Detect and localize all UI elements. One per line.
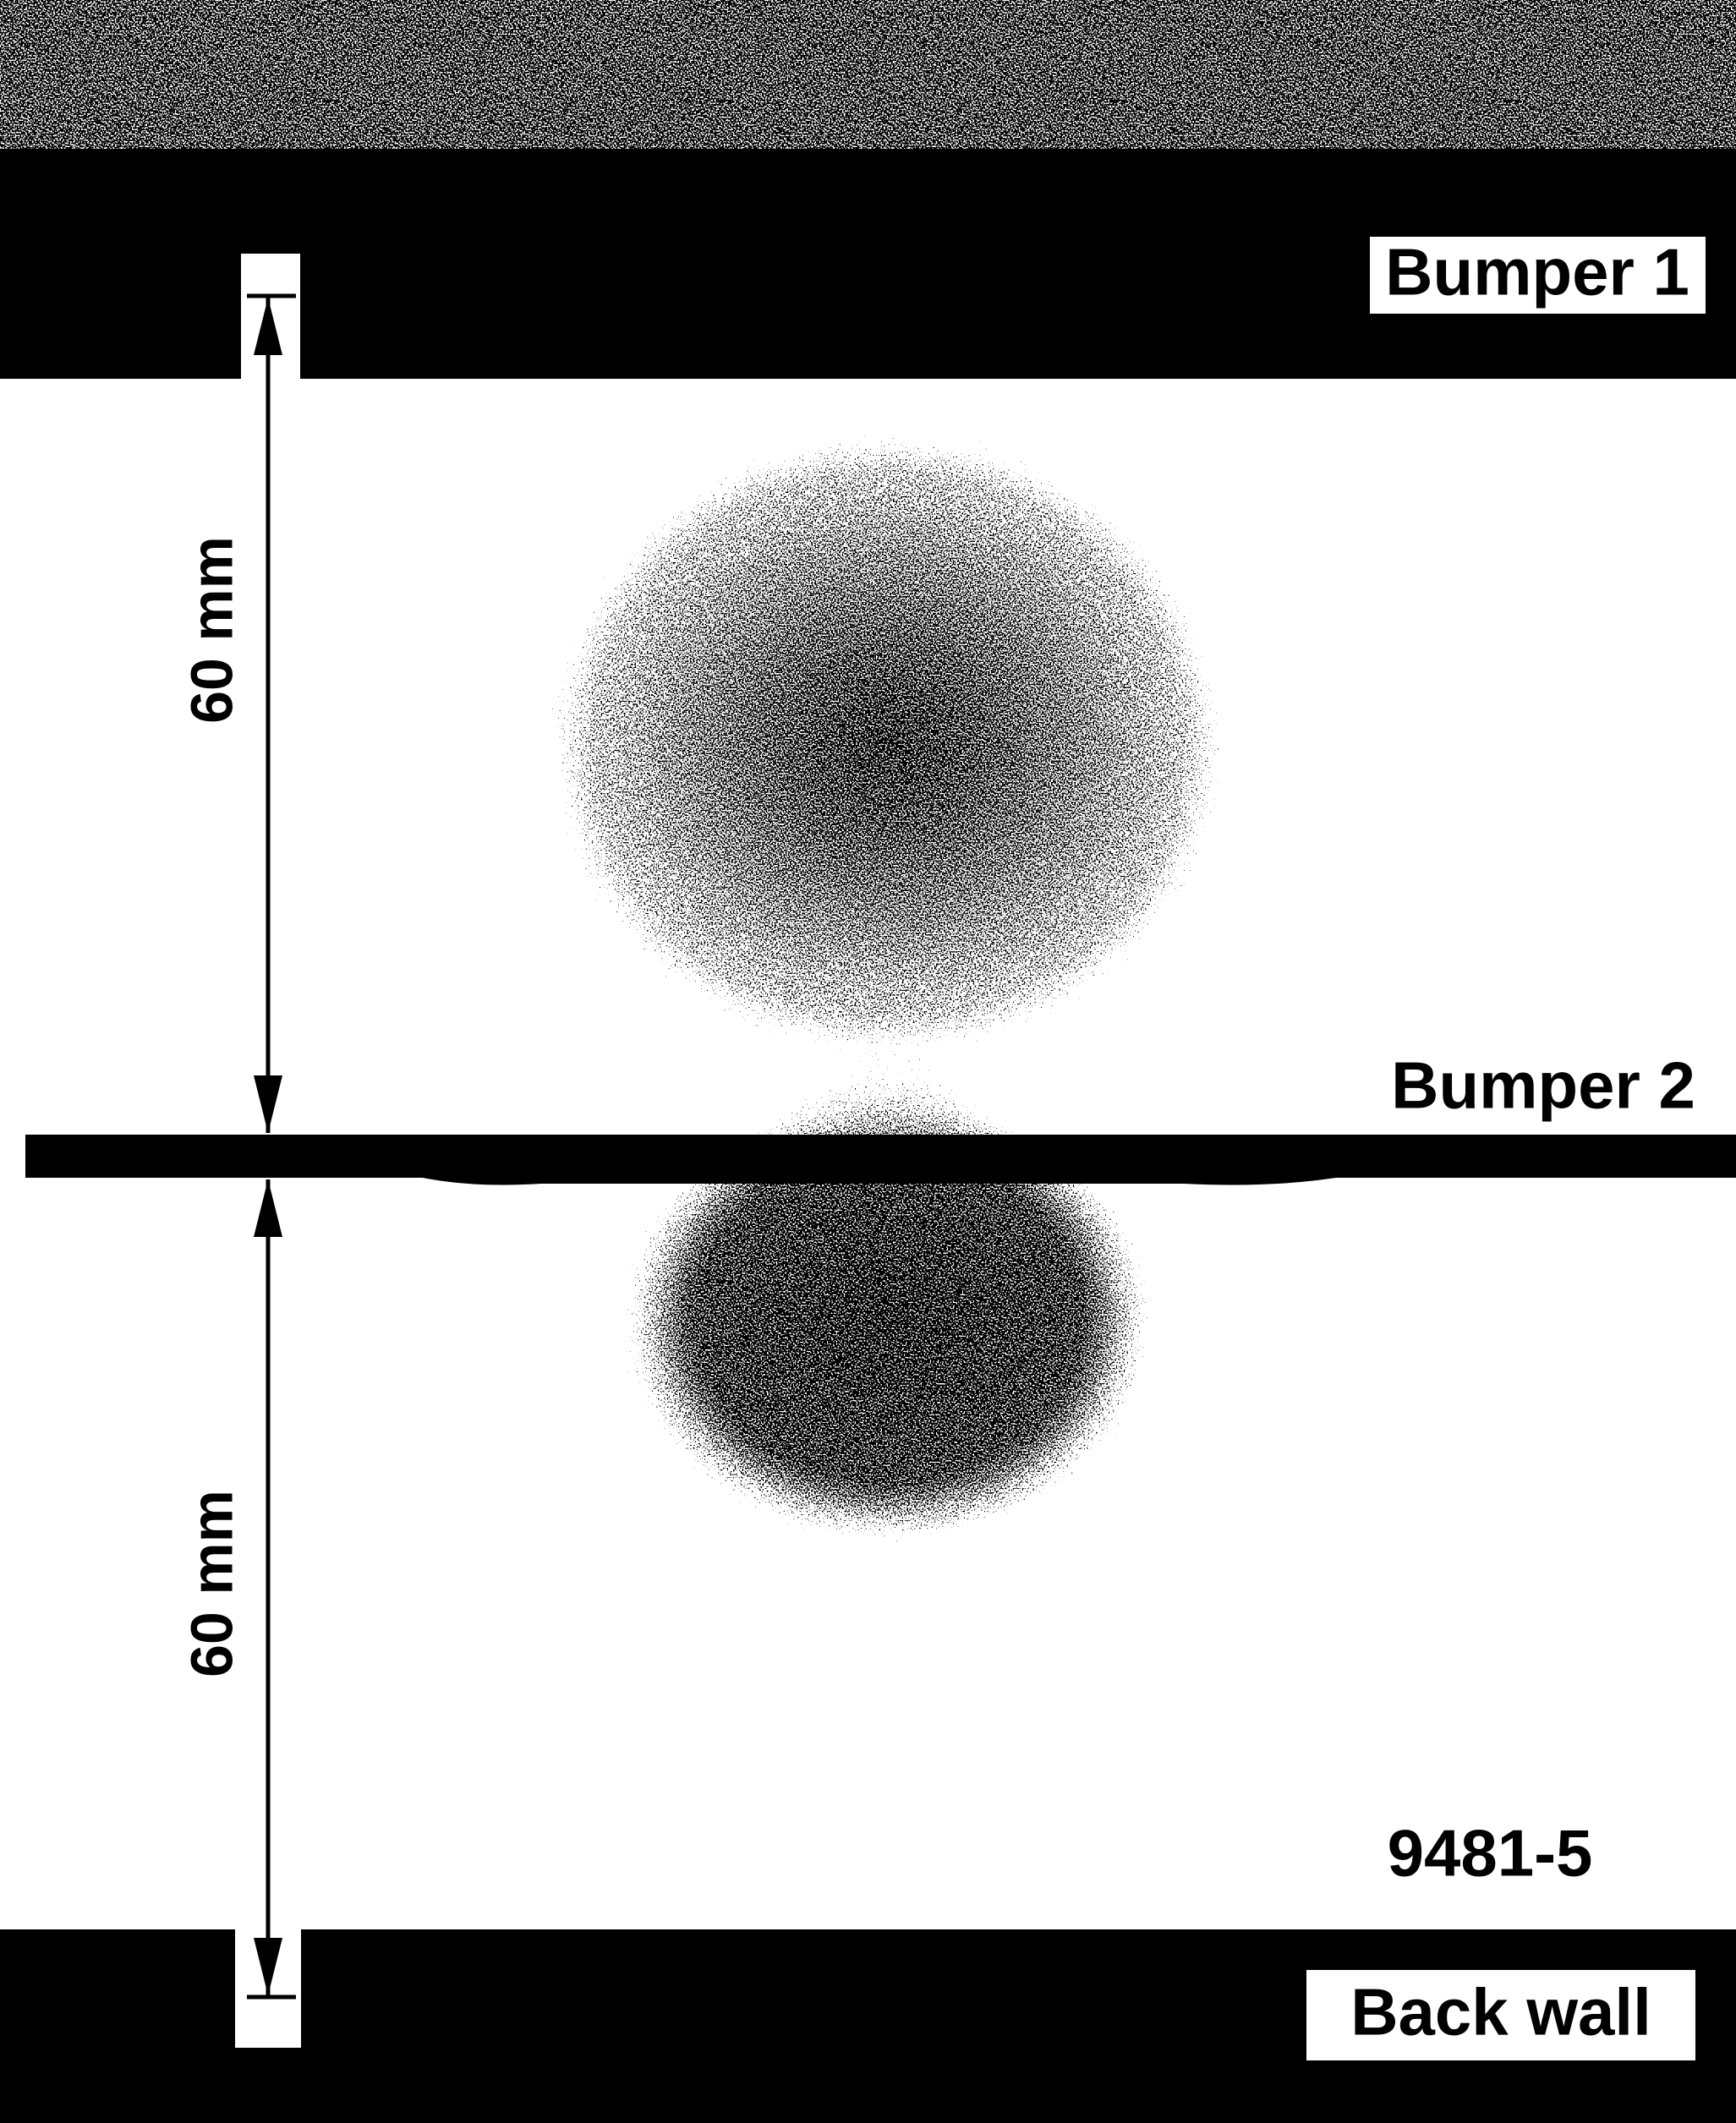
debris-cloud-upper [465,355,1311,1133]
bumper-1-label: Bumper 1 [1385,235,1689,309]
specimen-id: 9481-5 [1388,1816,1593,1890]
back-wall-label: Back wall [1350,1975,1651,2049]
bumper-2-label: Bumper 2 [1391,1048,1695,1123]
noise-band [0,0,1736,161]
dimension-label: 60 mm [178,1490,244,1677]
label-box [1370,237,1706,314]
dimension-label: 60 mm [178,536,244,724]
label-box [1306,1970,1695,2060]
arrow-head [254,1075,282,1133]
debris-cloud-lower [567,1048,1209,1590]
dimension-arrows [247,293,296,2000]
bumper-2-plate [25,1135,1736,1185]
arrow-head [254,298,282,355]
noise-strip [0,1843,1736,1936]
arrow-head [254,1179,282,1237]
arrow-head [254,1938,282,1995]
arrow-heads [254,298,282,1995]
